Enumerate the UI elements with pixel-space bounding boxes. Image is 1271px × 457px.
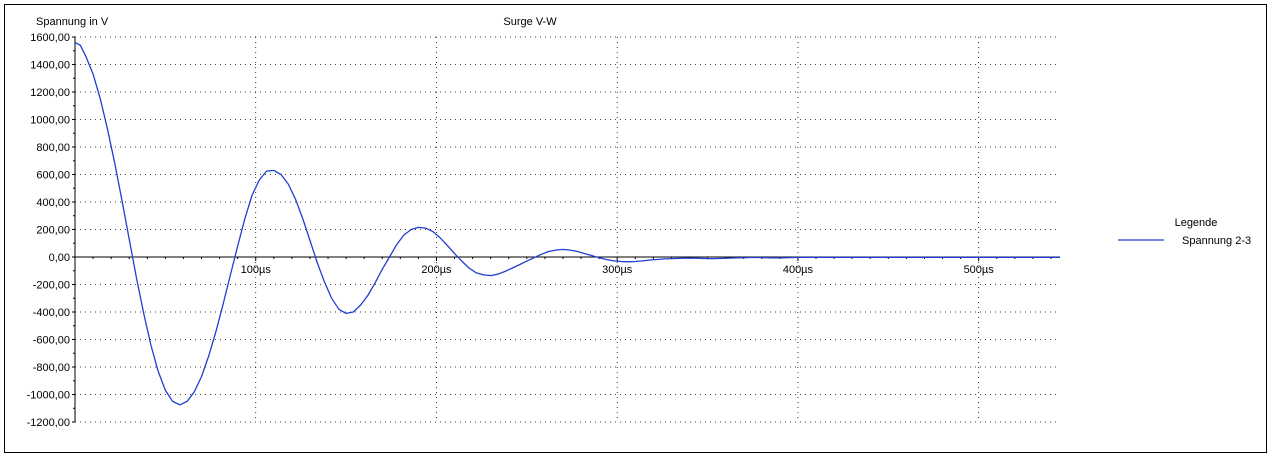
legend: Legende Spannung 2-3 xyxy=(1118,217,1251,247)
y-tick-label: 0,00 xyxy=(49,252,70,264)
y-tick-label: -1200,00 xyxy=(27,417,70,429)
legend-title: Legende xyxy=(1175,217,1218,229)
y-tick-label: -800,00 xyxy=(33,362,70,374)
y-tick-label: -200,00 xyxy=(33,280,70,292)
y-tick-label: 1400,00 xyxy=(30,60,70,72)
x-tick-label: 100µs xyxy=(241,264,272,276)
y-tick-label: 600,00 xyxy=(36,170,70,182)
series-line-0 xyxy=(74,41,1060,406)
y-tick-label: 1000,00 xyxy=(30,115,70,127)
y-tick-label: 400,00 xyxy=(36,197,70,209)
x-tick-label: 500µs xyxy=(964,264,995,276)
y-tick-label: -600,00 xyxy=(33,335,70,347)
y-tick-label: 1200,00 xyxy=(30,87,70,99)
y-tick-label: -400,00 xyxy=(33,307,70,319)
x-axis: 100µs 200µs 300µs 400µs 500µs xyxy=(75,256,1060,276)
y-tick-label: 200,00 xyxy=(36,225,70,237)
grid xyxy=(75,36,1060,423)
x-tick-label: 400µs xyxy=(783,264,814,276)
y-tick-label: 800,00 xyxy=(36,142,70,154)
y-axis-label: Spannung in V xyxy=(36,16,109,28)
legend-label-spannung-2-3: Spannung 2-3 xyxy=(1182,235,1251,247)
x-tick-label: 200µs xyxy=(421,264,452,276)
y-tick-label: -1000,00 xyxy=(27,390,70,402)
x-tick-label: 300µs xyxy=(602,264,633,276)
chart-title: Surge V-W xyxy=(503,16,557,28)
chart-frame xyxy=(4,4,1267,453)
y-tick-label: 1600,00 xyxy=(30,32,70,44)
series-layer xyxy=(74,41,1060,406)
y-axis: 1600,00 1400,00 1200,00 1000,00 800,00 600,00… xyxy=(27,32,76,429)
